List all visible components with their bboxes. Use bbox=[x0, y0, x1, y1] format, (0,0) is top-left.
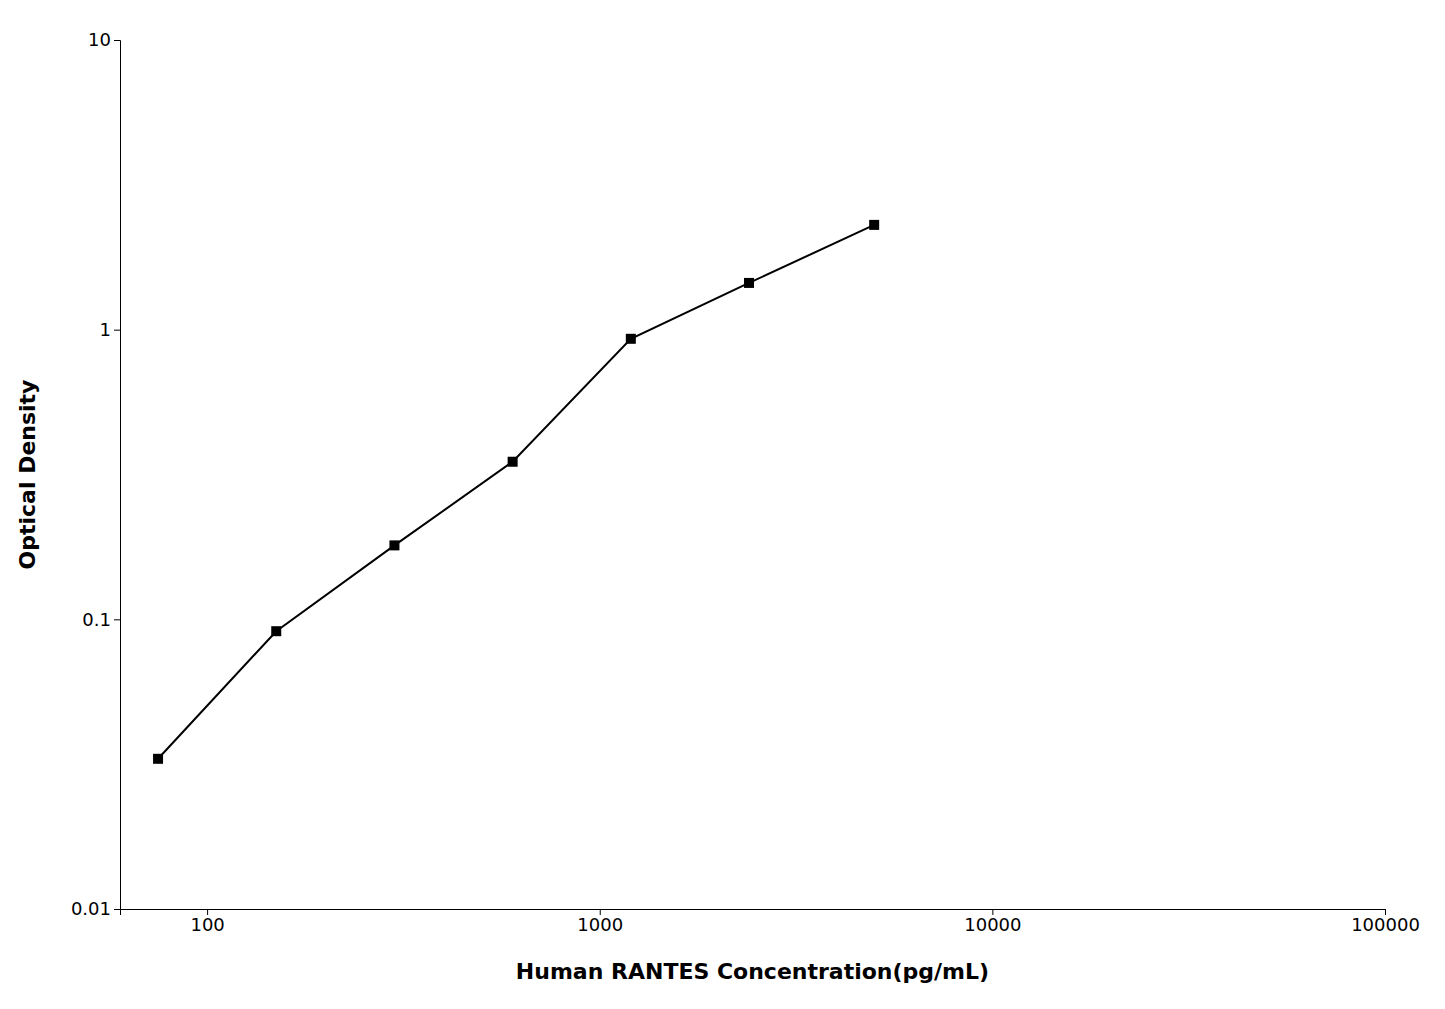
y-tick-mark bbox=[114, 330, 120, 331]
marker bbox=[508, 457, 518, 467]
x-tick: 1000 bbox=[577, 909, 623, 935]
y-tick-label: 1 bbox=[100, 319, 111, 340]
marker bbox=[389, 540, 399, 550]
plot: 100 1000 10000 100000 0.01 0.1 1 10 bbox=[71, 29, 1420, 935]
chart: 100 1000 10000 100000 0.01 0.1 1 10 Human RANTES… bbox=[0, 0, 1445, 1009]
y-tick-label: 0.01 bbox=[71, 898, 111, 919]
y-tick-mark bbox=[114, 909, 120, 910]
marker bbox=[869, 220, 879, 230]
x-tick: 100 bbox=[190, 909, 224, 935]
x-tick-label: 100 bbox=[190, 914, 224, 935]
y-tick: 1 bbox=[100, 319, 120, 340]
series bbox=[153, 220, 879, 764]
marker bbox=[153, 754, 163, 764]
y-tick: 10 bbox=[88, 29, 120, 50]
line bbox=[158, 225, 874, 759]
y-tick: 0.1 bbox=[82, 609, 120, 630]
marker bbox=[626, 334, 636, 344]
x-tick-label: 100000 bbox=[1351, 914, 1420, 935]
x-tick-label: 10000 bbox=[964, 914, 1021, 935]
x-axis: 100 1000 10000 100000 bbox=[121, 909, 1420, 935]
x-tick: 10000 bbox=[964, 909, 1021, 935]
y-tick: 0.01 bbox=[71, 898, 120, 919]
x-tick: 100000 bbox=[1351, 909, 1420, 935]
marker bbox=[271, 626, 281, 636]
y-axis: 0.01 0.1 1 10 bbox=[71, 29, 121, 919]
y-axis-line bbox=[114, 41, 121, 910]
x-tick-label: 1000 bbox=[577, 914, 623, 935]
y-tick-mark bbox=[114, 619, 120, 620]
marker bbox=[744, 278, 754, 288]
y-tick-label: 10 bbox=[88, 29, 111, 50]
x-axis-title: Human RANTES Concentration(pg/mL) bbox=[516, 959, 989, 984]
x-axis-line bbox=[121, 910, 1386, 916]
y-axis-title: Optical Density bbox=[15, 380, 40, 570]
y-tick-label: 0.1 bbox=[82, 609, 111, 630]
y-tick-mark bbox=[114, 40, 120, 41]
